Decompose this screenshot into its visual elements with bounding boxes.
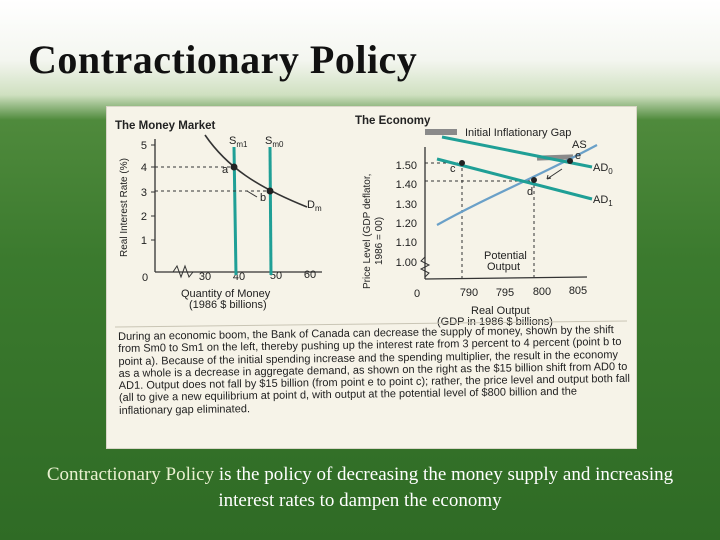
eco-x-tick: 800 [533, 286, 551, 298]
mm-x-tick: 50 [270, 270, 282, 282]
money-supply-new-label: Sm1 [229, 135, 248, 149]
mm-x-axis-label-1: Quantity of Money [181, 288, 271, 300]
figure-caption: During an economic boom, the Bank of Can… [118, 324, 631, 417]
eco-x-axis [424, 276, 588, 280]
eco-y-tick: 1.50 [396, 160, 417, 172]
eco-y-axis-label-1: Price Level (GDP deflator, [362, 174, 373, 289]
potential-output-label-2: Output [487, 261, 520, 273]
ad0-label: AD0 [593, 162, 613, 176]
money-supply-old-label: Sm0 [265, 135, 284, 149]
eco-point-c-marker [459, 160, 465, 166]
mm-y-tick: 3 [141, 187, 147, 199]
money-market-title: The Money Market [115, 120, 215, 132]
eco-x-ticks: 0 790 795 800 805 [414, 285, 587, 300]
mm-shift-arrow [246, 190, 258, 198]
mm-y-tick: 5 [141, 140, 147, 152]
eco-x-axis-label-1: Real Output [471, 305, 530, 317]
mm-axis-break [172, 264, 194, 279]
mm-point-b-marker [266, 187, 274, 195]
as-label: AS [572, 139, 587, 151]
policy-definition: Contractionary Policy is the policy of d… [40, 462, 680, 514]
mm-x-tick: 0 [142, 272, 148, 284]
textbook-figure: The Money Market 5 4 3 2 1 Real Interest… [107, 107, 636, 448]
eco-point-d-marker [531, 177, 537, 183]
eco-y-tick: 1.30 [396, 199, 417, 211]
mm-y-tick: 4 [141, 162, 147, 174]
ad1-label: AD1 [593, 194, 613, 208]
slide-title: Contractionary Policy [28, 37, 418, 82]
eco-x-tick: 805 [569, 285, 587, 297]
mm-y-tickmarks [151, 144, 155, 241]
eco-y-axis-label-2: 1986 = 00) [374, 217, 385, 265]
mm-y-axis-label: Real Interest Rate (%) [119, 158, 130, 257]
definition-text: is the policy of decreasing the money su… [214, 464, 674, 511]
mm-y-ticks: 5 4 3 2 1 [141, 140, 147, 247]
ad0-curve [441, 135, 593, 169]
eco-point-d-label: d [527, 186, 533, 198]
eco-y-ticks: 1.50 1.40 1.30 1.20 1.10 1.00 [396, 160, 417, 269]
eco-point-c-label: c [450, 163, 456, 175]
eco-x-tick: 0 [414, 288, 420, 300]
eco-shift-arrow [546, 168, 563, 180]
mm-point-a-marker [230, 163, 238, 171]
gap-legend-label: Initial Inflationary Gap [465, 127, 571, 139]
eco-x-axis-label-2: (GDP in 1986 $ billions) [437, 316, 553, 328]
figure-graphs: The Money Market 5 4 3 2 1 Real Interest… [114, 115, 628, 328]
eco-axis-break [419, 256, 431, 278]
mm-x-tick: 30 [199, 271, 211, 283]
as-curve [436, 144, 598, 226]
mm-x-ticks: 0 30 40 50 60 [142, 269, 316, 284]
mm-point-b-label: b [260, 192, 266, 204]
eco-y-tick: 1.40 [396, 179, 417, 191]
eco-x-tick: 795 [496, 287, 514, 299]
mm-x-tick: 60 [304, 269, 316, 281]
figure-divider [114, 320, 628, 328]
money-demand-curve [204, 134, 308, 208]
mm-point-a-label: a [222, 164, 229, 176]
eco-y-tick: 1.10 [396, 237, 417, 249]
definition-term: Contractionary Policy [46, 464, 215, 485]
eco-y-tick: 1.20 [396, 218, 417, 230]
money-supply-old-curve [268, 146, 273, 276]
eco-point-e-marker [567, 158, 573, 164]
mm-x-axis-label-2: (1986 $ billions) [189, 299, 267, 311]
potential-output-label-1: Potential [484, 250, 527, 262]
eco-x-tick: 790 [460, 287, 478, 299]
money-demand-label: Dm [307, 199, 322, 213]
gap-legend-swatch [425, 129, 457, 135]
economy-title: The Economy [355, 115, 431, 127]
mm-y-tick: 2 [141, 211, 147, 223]
eco-point-e-label: e [575, 150, 581, 162]
mm-y-tick: 1 [141, 235, 147, 247]
eco-y-tick: 1.00 [396, 257, 417, 269]
